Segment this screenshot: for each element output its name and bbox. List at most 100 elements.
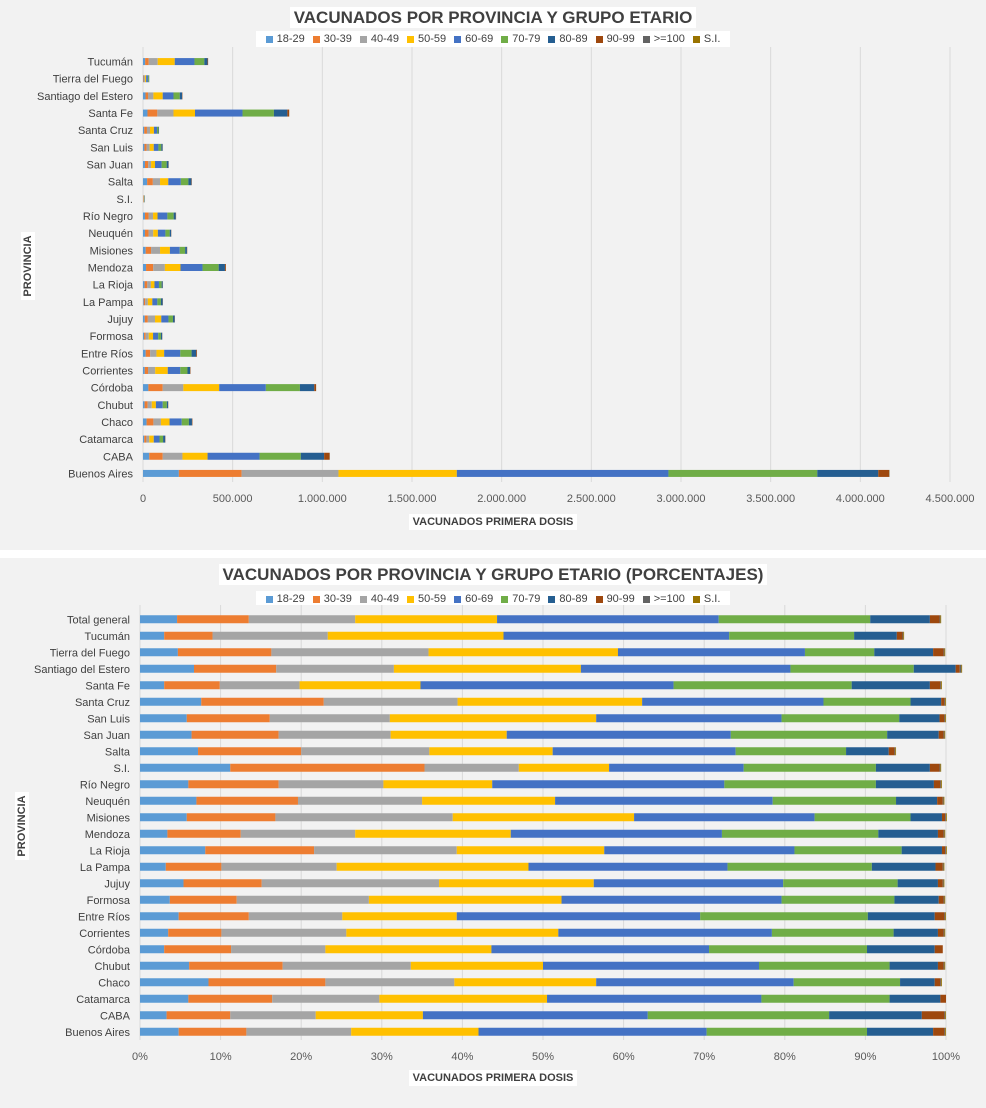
bar-segment [934, 978, 941, 987]
legend-swatch [454, 595, 462, 603]
bar-segment [275, 813, 453, 822]
bar-segment [148, 212, 154, 220]
bar-segment [189, 961, 283, 970]
bar-segment [153, 264, 165, 271]
bar-segment [346, 928, 559, 937]
bar-segment [941, 697, 945, 706]
bar-segment [144, 229, 149, 237]
category-label: Jujuy [104, 878, 130, 890]
bar-segment [140, 615, 178, 624]
x-tick-label: 30% [371, 1051, 393, 1063]
bar-segment [596, 978, 794, 987]
bar-segment [140, 780, 189, 789]
bar-segment [180, 264, 203, 271]
bar-segment [272, 994, 380, 1003]
bar-segment [148, 384, 163, 392]
category-label: Neuquén [85, 796, 130, 808]
legend-label: >=100 [653, 33, 685, 45]
category-label: Buenos Aires [65, 1027, 130, 1039]
category-label: Formosa [90, 331, 134, 343]
bar-segment [152, 298, 158, 306]
bar-segment [173, 92, 180, 100]
bar-segment [945, 1027, 946, 1036]
bar-segment [874, 648, 934, 657]
category-label: Chaco [101, 417, 133, 429]
bar-segment [164, 349, 181, 357]
bar-segment [153, 435, 160, 443]
bar-segment [151, 401, 156, 409]
bar-segment [150, 281, 155, 289]
category-label: Neuquén [88, 228, 133, 240]
bar-segment [183, 879, 262, 888]
category-label: Santa Cruz [75, 697, 130, 709]
bar-segment [157, 212, 168, 220]
bar-segment [140, 747, 199, 756]
bar-chart-absolute: 0 500.000 1.000.000 1.500.000 2.000.000 2.500… [37, 47, 974, 505]
bar-segment [276, 664, 394, 673]
bar-segment [743, 763, 876, 772]
bar-segment [781, 714, 900, 723]
bar-segment [218, 264, 225, 271]
bar-segment [157, 298, 161, 306]
bar-segment [158, 143, 162, 151]
bar-segment [140, 796, 197, 805]
bar-segment [140, 994, 189, 1003]
legend-label: 18-29 [276, 593, 305, 605]
bar-segment [145, 92, 149, 100]
bar-segment [148, 58, 158, 66]
bar-segment [878, 829, 938, 838]
bar-segment [149, 435, 154, 443]
bar-segment [156, 349, 165, 357]
x-tick-label: 100% [932, 1051, 960, 1063]
legend-label: 80-89 [559, 593, 588, 605]
bar-segment [143, 281, 145, 289]
bar-segment [143, 58, 146, 66]
bar-segment [700, 912, 868, 921]
x-axis-label: VACUNADOS PRIMERA DOSIS [0, 514, 986, 530]
bar-segment [944, 829, 946, 838]
x-tick-label: 70% [693, 1051, 715, 1063]
bar-segment [336, 862, 529, 871]
bar-segment [157, 109, 174, 117]
bar-segment [143, 332, 145, 340]
bar-segment [140, 829, 168, 838]
bar-segment [248, 615, 356, 624]
bar-segment [140, 961, 190, 970]
bar-segment [155, 315, 162, 323]
bar-segment [609, 763, 744, 772]
x-tick-label: 60% [613, 1051, 635, 1063]
bar-segment [164, 264, 181, 271]
bar-segment [870, 615, 930, 624]
bar-segment [146, 75, 148, 83]
legend-label: 50-59 [418, 33, 447, 45]
category-label: Total general [67, 614, 130, 626]
bar-segment [410, 961, 543, 970]
bar-segment [790, 664, 914, 673]
x-tick-label: 10% [210, 1051, 232, 1063]
bar-segment [893, 928, 938, 937]
bar-segment [154, 281, 159, 289]
bar-segment [944, 928, 946, 937]
bar-segment [478, 1027, 707, 1036]
bar-segment [454, 978, 597, 987]
category-label: San Luis [87, 713, 130, 725]
bar-segment [140, 730, 192, 739]
bar-segment [941, 978, 942, 987]
bar-segment [456, 846, 605, 855]
bar-segment [169, 895, 237, 904]
bar-segment [528, 862, 728, 871]
bar-segment [338, 469, 457, 477]
bar-segment [168, 315, 173, 323]
bar-segment [143, 264, 147, 271]
legend-item: 60-69 [454, 593, 493, 605]
bar-segment [148, 161, 152, 169]
legend-swatch [407, 35, 414, 43]
bar-segment [933, 648, 944, 657]
bar-segment [146, 264, 154, 271]
bar-segment [145, 349, 151, 357]
bar-segment [165, 229, 170, 237]
category-label: La Pampa [83, 297, 134, 309]
bar-segment [183, 384, 220, 392]
bar-segment [168, 928, 222, 937]
bar-segment [180, 366, 188, 374]
